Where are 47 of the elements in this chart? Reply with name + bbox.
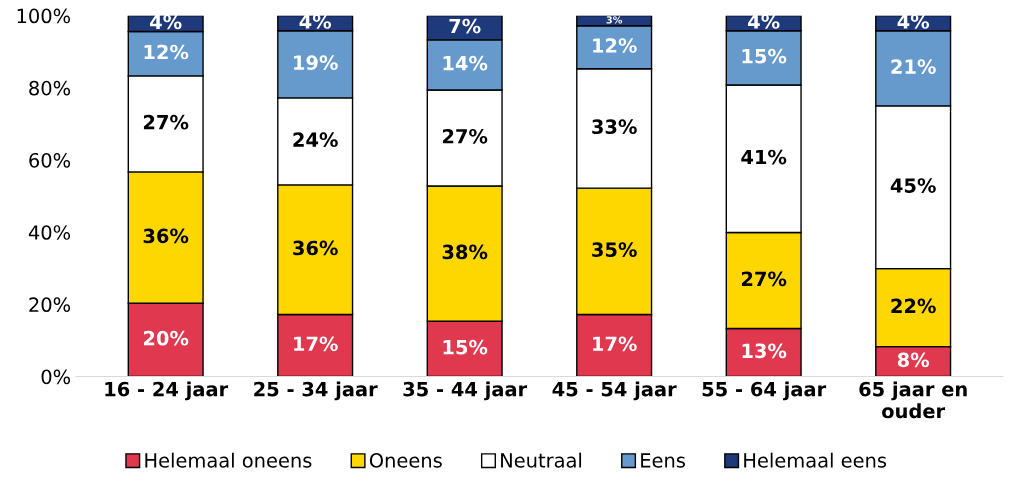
data-label: 13% xyxy=(742,343,787,359)
x-tick-label: 35 - 44 jaar xyxy=(403,381,528,401)
data-label: 8% xyxy=(897,352,930,368)
data-label: 4% xyxy=(897,14,930,29)
data-label: 7% xyxy=(449,18,481,34)
x-tick-label: 55 - 64 jaar xyxy=(702,381,827,401)
data-label: 27% xyxy=(143,114,189,130)
data-label: 17% xyxy=(593,336,637,352)
data-label: 15% xyxy=(443,339,488,355)
data-label: 4% xyxy=(150,14,182,30)
y-tick-label: 0% xyxy=(41,369,71,385)
legend-label: Helemaal eens xyxy=(744,452,887,468)
legend-label: Eens xyxy=(641,453,685,468)
data-label: 22% xyxy=(891,298,936,314)
data-label: 15% xyxy=(742,48,787,64)
data-label: 41% xyxy=(741,149,787,165)
data-label: 36% xyxy=(293,240,338,256)
y-tick-label: 20% xyxy=(29,297,71,313)
data-label: 24% xyxy=(293,132,338,148)
data-label: 19% xyxy=(294,55,338,71)
x-tick-label: 16 - 24 jaar xyxy=(105,381,229,401)
x-tick-label: 45 - 54 jaar xyxy=(552,381,677,401)
data-label: 3% xyxy=(606,16,623,24)
y-tick-label: 80% xyxy=(29,80,71,96)
data-label: 36% xyxy=(143,228,189,244)
y-tick-label: 40% xyxy=(28,225,71,240)
data-label: 27% xyxy=(442,128,488,144)
data-label: 4% xyxy=(299,14,332,29)
x-tick-label: 65 jaar en ouder xyxy=(859,381,967,419)
data-label: 35% xyxy=(592,242,637,257)
data-label: 14% xyxy=(443,55,488,71)
data-label: 12% xyxy=(593,38,637,53)
legend-label: Helemaal oneens xyxy=(145,452,312,468)
data-label: 27% xyxy=(741,271,787,287)
x-tick-label: 25 - 34 jaar xyxy=(254,381,378,401)
y-tick-label: 100% xyxy=(17,8,71,24)
data-label: 17% xyxy=(294,336,338,352)
data-label: 45% xyxy=(890,178,936,193)
legend-label: Oneens xyxy=(369,453,442,468)
data-label: 38% xyxy=(442,244,488,260)
y-tick-label: 60% xyxy=(29,152,71,168)
data-label: 4% xyxy=(748,14,780,29)
data-label: 12% xyxy=(144,44,189,60)
legend-label: Neutraal xyxy=(501,452,582,468)
data-label: 20% xyxy=(143,330,189,346)
data-label: 21% xyxy=(891,59,936,74)
data-label: 33% xyxy=(592,119,637,135)
